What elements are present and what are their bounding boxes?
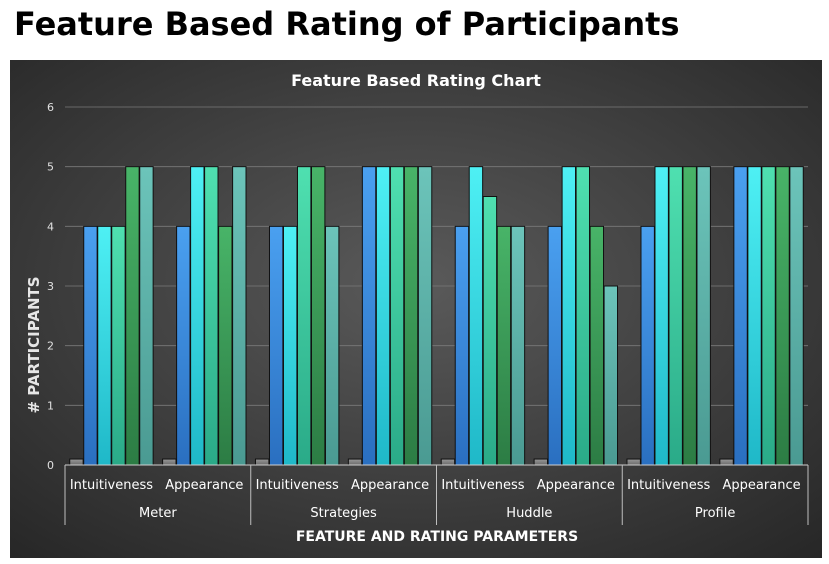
bar bbox=[347, 458, 363, 466]
bar bbox=[789, 166, 804, 466]
page-title: Feature Based Rating of Participants bbox=[14, 5, 680, 43]
y-tick-label: 1 bbox=[47, 399, 54, 412]
bar bbox=[162, 458, 177, 466]
bar bbox=[575, 166, 591, 466]
bar bbox=[719, 458, 734, 466]
bar bbox=[682, 166, 697, 466]
bar bbox=[761, 166, 776, 466]
bar bbox=[696, 166, 711, 466]
bar bbox=[139, 166, 154, 466]
bar bbox=[440, 458, 456, 466]
bar bbox=[603, 285, 619, 466]
bar bbox=[561, 166, 577, 466]
bar bbox=[176, 225, 191, 466]
bar bbox=[668, 166, 683, 466]
x-category-label: Intuitiveness bbox=[441, 478, 524, 493]
x-category-label: Intuitiveness bbox=[256, 478, 339, 493]
bar bbox=[389, 166, 405, 466]
y-tick-label: 0 bbox=[47, 459, 54, 472]
bar bbox=[282, 225, 298, 466]
bar bbox=[533, 458, 549, 466]
bar bbox=[403, 166, 419, 466]
y-tick-label: 3 bbox=[47, 280, 54, 293]
y-tick-labels: 0 1 2 3 4 5 6 bbox=[47, 101, 54, 472]
bar bbox=[310, 166, 326, 466]
y-tick-label: 4 bbox=[47, 220, 54, 233]
bar bbox=[733, 166, 748, 466]
bar bbox=[496, 225, 512, 466]
bar bbox=[125, 166, 140, 466]
bar bbox=[111, 225, 126, 466]
bar bbox=[268, 225, 284, 466]
x-group-label: Meter bbox=[139, 506, 177, 521]
bar bbox=[626, 458, 641, 466]
y-tick-label: 6 bbox=[47, 101, 54, 114]
bar bbox=[417, 166, 433, 466]
x-group-label: Strategies bbox=[310, 506, 377, 521]
bar bbox=[232, 166, 247, 466]
x-category-label: Intuitiveness bbox=[70, 478, 153, 493]
y-axis-label: # PARTICIPANTS bbox=[25, 276, 43, 413]
bar bbox=[361, 166, 377, 466]
x-category-label: Appearance bbox=[165, 478, 243, 493]
x-category-label: Appearance bbox=[351, 478, 429, 493]
bar bbox=[218, 225, 233, 466]
bar bbox=[296, 166, 312, 466]
x-category-label: Intuitiveness bbox=[627, 478, 710, 493]
bar bbox=[375, 166, 391, 466]
bar bbox=[775, 166, 790, 466]
y-tick-label: 5 bbox=[47, 161, 54, 174]
x-group-label: Huddle bbox=[506, 506, 552, 521]
chart-title: Feature Based Rating Chart bbox=[291, 71, 541, 90]
x-category-label: Appearance bbox=[537, 478, 615, 493]
bar bbox=[454, 225, 470, 466]
bar bbox=[97, 225, 112, 466]
bar bbox=[589, 225, 605, 466]
bar bbox=[510, 225, 526, 466]
bar bbox=[83, 225, 98, 466]
bar bbox=[747, 166, 762, 466]
bar bbox=[468, 166, 484, 466]
bar bbox=[69, 458, 84, 466]
bar bbox=[324, 225, 340, 466]
x-group-label: Profile bbox=[695, 506, 735, 521]
bar bbox=[547, 225, 563, 466]
bar bbox=[254, 458, 270, 466]
bar bbox=[204, 166, 219, 466]
chart-panel: Feature Based Rating Chart # PARTICIPANT… bbox=[10, 60, 822, 558]
y-tick-label: 2 bbox=[47, 340, 54, 353]
x-category-label: Appearance bbox=[723, 478, 801, 493]
x-axis-label: FEATURE AND RATING PARAMETERS bbox=[296, 529, 578, 545]
bar bbox=[640, 225, 655, 466]
x-axis: Intuitiveness Appearance Meter Intuitivenes… bbox=[64, 464, 809, 525]
bar-chart: Feature Based Rating Chart # PARTICIPANT… bbox=[10, 60, 822, 558]
bar bbox=[654, 166, 669, 466]
bar bbox=[190, 166, 205, 466]
bar bbox=[482, 196, 498, 466]
